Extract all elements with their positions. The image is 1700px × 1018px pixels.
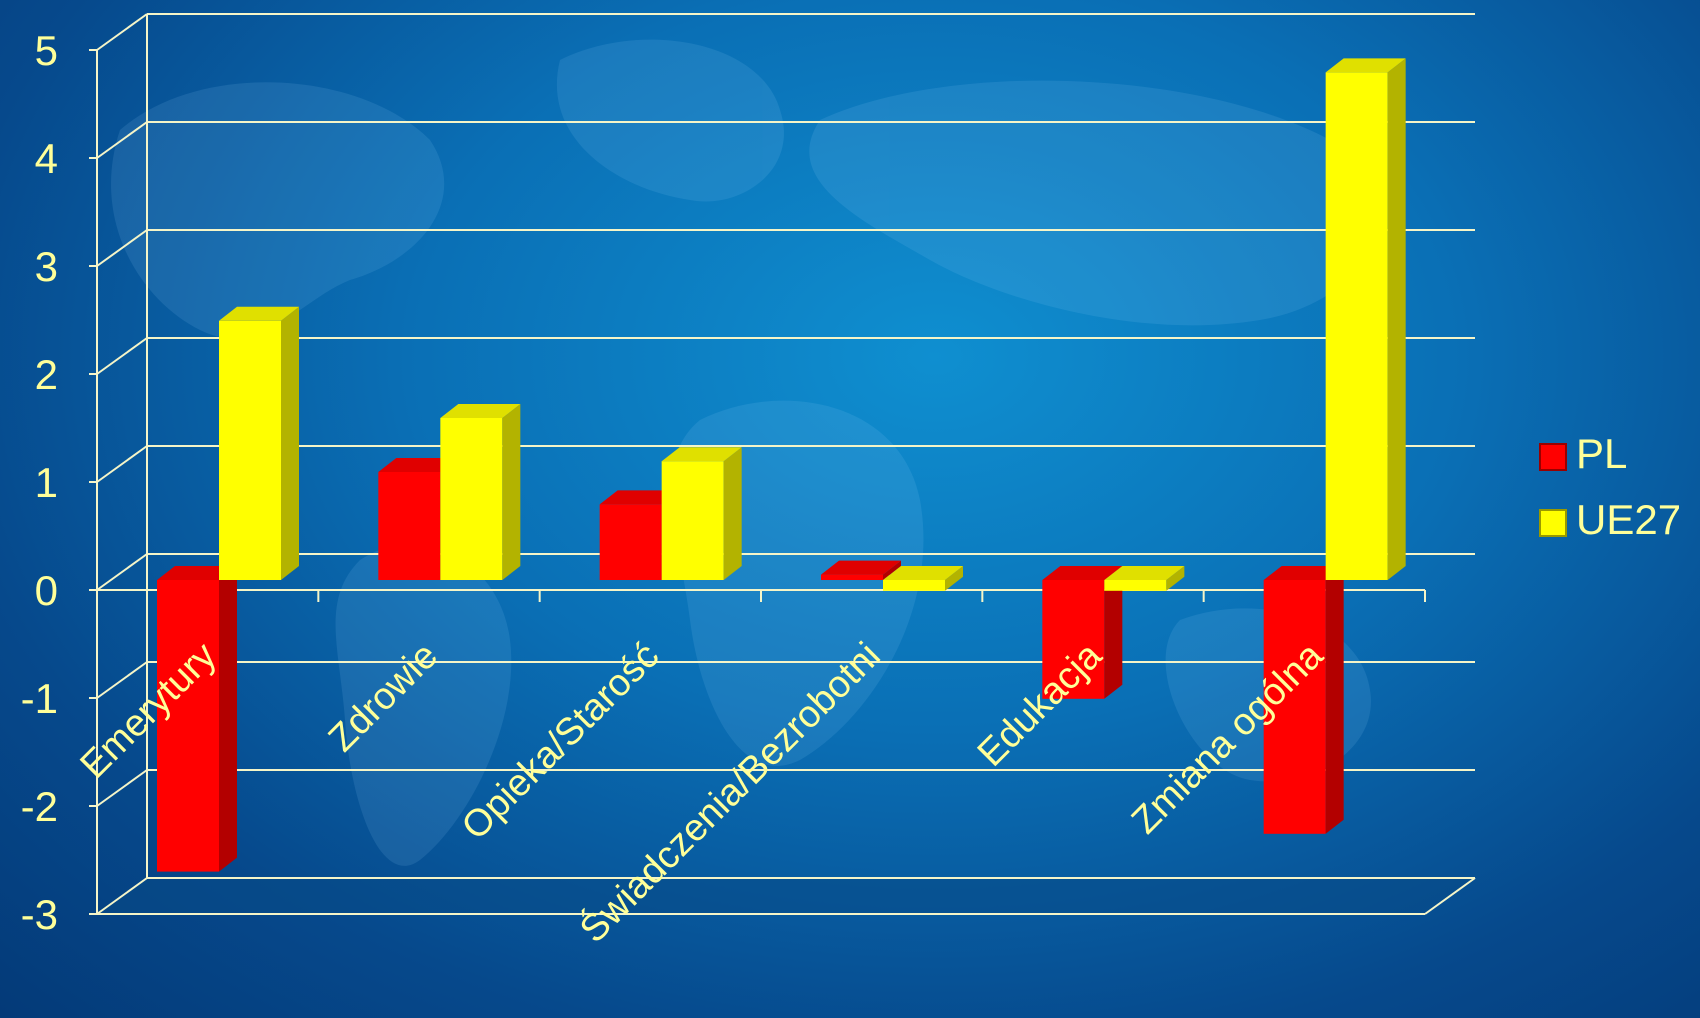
bar-top <box>883 566 963 580</box>
y-axis-ticks: 5 4 3 2 1 0 -1 -2 -3 <box>21 27 58 938</box>
bar-ue27-5 <box>1104 566 1185 591</box>
bar-front <box>599 504 662 580</box>
y-tick-label: 2 <box>35 351 58 398</box>
bar-side <box>1104 566 1123 699</box>
bar-top <box>440 404 521 418</box>
floor-plane <box>97 878 1475 914</box>
y-tick-label: -3 <box>21 891 58 938</box>
bar-top <box>1263 566 1344 580</box>
bar-front <box>378 472 441 580</box>
grid <box>96 13 1476 915</box>
bar-side <box>1166 566 1185 591</box>
gridline-depth <box>96 337 148 375</box>
y-tick-label: 0 <box>35 567 58 614</box>
gridline-depth <box>96 661 148 699</box>
bar-front <box>219 320 281 580</box>
gridline-depth <box>96 877 148 915</box>
bar-side <box>502 404 521 580</box>
bar-top <box>821 560 901 575</box>
bar-front <box>1325 72 1388 581</box>
bar-side <box>219 566 237 872</box>
bar-side <box>945 566 963 591</box>
gridline-depth <box>96 229 148 267</box>
bar-front <box>440 418 503 580</box>
gridline-depth <box>96 553 148 591</box>
bar-ue27-1 <box>219 306 299 580</box>
bar-side <box>281 306 299 580</box>
legend-label: PL <box>1576 430 1627 477</box>
y-tick-label: 1 <box>35 459 58 506</box>
legend: PL UE27 <box>1539 430 1681 543</box>
bar-top <box>1325 58 1406 73</box>
bar-pl-5 <box>1042 566 1123 699</box>
gridline-depth <box>96 769 148 807</box>
bar-top <box>599 490 680 505</box>
bar-pl-1 <box>157 566 237 872</box>
bar-front <box>1104 580 1167 591</box>
gridline-depth <box>96 121 148 159</box>
bar-ue27-2 <box>440 404 521 580</box>
bar-top <box>1042 566 1123 580</box>
bar-side <box>723 447 742 580</box>
bar-pl-4 <box>821 560 901 580</box>
bar-ue27-3 <box>661 447 742 580</box>
legend-swatch <box>1539 443 1567 471</box>
bar-side <box>1387 58 1406 580</box>
bar-side <box>883 560 901 580</box>
category-label: Edukacja <box>970 634 1111 775</box>
bar-front <box>157 580 219 872</box>
bar-ue27-4 <box>883 566 963 591</box>
bar-side <box>1325 566 1344 834</box>
legend-item-pl: PL <box>1539 430 1627 477</box>
bar-top <box>219 306 299 321</box>
gridline-depth <box>96 445 148 483</box>
y-tick-label: 5 <box>35 27 58 74</box>
y-tick-label: 4 <box>35 135 58 182</box>
bar-top <box>157 566 237 580</box>
bar-top <box>661 447 742 462</box>
bars <box>157 58 1406 872</box>
y-tick-label: -2 <box>21 783 58 830</box>
bar-front <box>883 580 945 591</box>
axes <box>89 14 1426 915</box>
bar-top <box>1104 566 1185 580</box>
gridline-depth <box>96 13 148 51</box>
bar-front <box>821 574 883 580</box>
y-tick-label: 3 <box>35 243 58 290</box>
bar-pl-6 <box>1263 566 1344 834</box>
bar-front <box>1263 580 1326 834</box>
bar-front <box>661 461 724 580</box>
floor-right-edge <box>1424 877 1476 915</box>
bar-front <box>1042 580 1105 699</box>
legend-label: UE27 <box>1576 496 1681 543</box>
legend-item-ue27: UE27 <box>1539 496 1681 543</box>
bar-ue27-6 <box>1325 58 1406 581</box>
y-tick-label: -1 <box>21 675 58 722</box>
legend-swatch <box>1539 509 1567 537</box>
bar-top <box>378 458 459 472</box>
continents-decoration <box>111 39 1380 866</box>
